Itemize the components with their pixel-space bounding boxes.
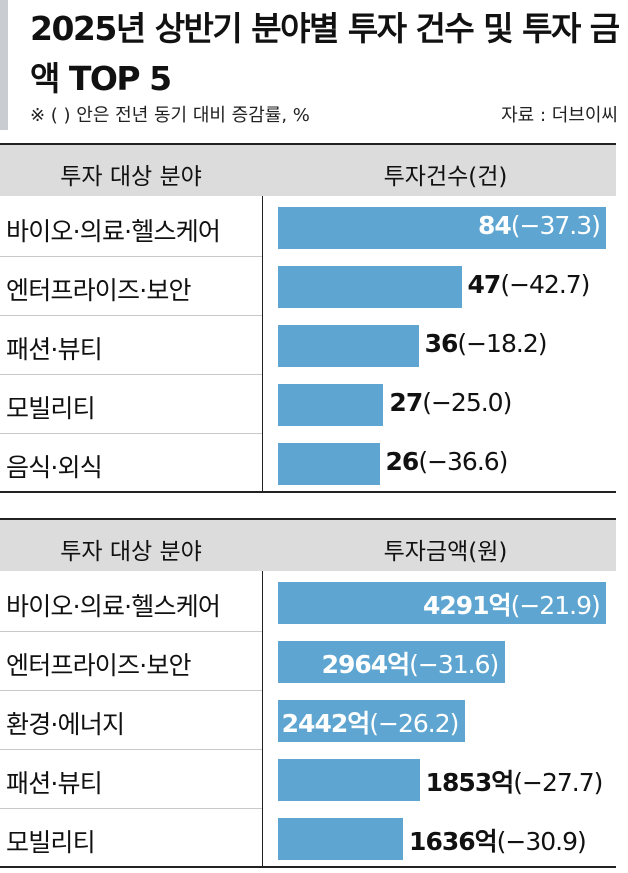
count-row: 바이오·의료·헬스케어 84(−37.3) <box>0 198 616 257</box>
amount-value-unit: 억 <box>387 650 410 679</box>
amount-change-label: (−26.2) <box>369 709 459 738</box>
count-bar <box>278 443 380 485</box>
amount-bar <box>278 759 420 801</box>
amount-row: 모빌리티 1636억(−30.9) <box>0 809 616 868</box>
investment-amount-chart: 투자 대상 분야 투자금액(원) 바이오·의료·헬스케어 4291억(−21.9)… <box>0 518 616 868</box>
count-bar <box>278 384 384 426</box>
amount-change-label: (−27.7) <box>513 768 603 797</box>
count-change-label: (−42.7) <box>500 270 590 299</box>
amount-category-label: 모빌리티 <box>6 828 96 857</box>
amount-change-label: (−30.9) <box>496 827 587 856</box>
amount-category-label: 엔터프라이즈·보안 <box>6 651 192 680</box>
count-column-divider <box>262 196 263 491</box>
amount-value-unit: 억 <box>491 768 514 797</box>
amount-row: 환경·에너지 2442억(−26.2) <box>0 691 616 750</box>
amount-bar <box>278 700 465 742</box>
count-value-label: 27(−25.0) <box>389 388 512 417</box>
amount-row: 바이오·의료·헬스케어 4291억(−21.9) <box>0 573 616 632</box>
amount-value-label: 1853억(−27.7) <box>425 763 604 799</box>
chart-source: 자료 : 더브이씨 <box>501 105 618 126</box>
count-value-label: 84(−37.3) <box>478 211 601 240</box>
count-row-separator <box>0 315 262 316</box>
amount-value-unit: 억 <box>347 709 370 738</box>
count-category-label: 모빌리티 <box>6 394 96 423</box>
count-category-label: 바이오·의료·헬스케어 <box>6 217 221 246</box>
count-category-label: 음식·외식 <box>6 453 103 482</box>
amount-value-number: 2442 <box>281 709 349 738</box>
amount-bar <box>278 582 606 624</box>
count-change-label: (−18.2) <box>457 329 547 358</box>
count-change-label: (−37.3) <box>510 211 601 240</box>
amount-column-divider <box>262 571 263 866</box>
amount-value-label: 2442억(−26.2) <box>281 704 460 740</box>
chart-title: 2025년 상반기 분야별 투자 건수 및 투자 금액 TOP 5 <box>30 9 620 98</box>
amount-row-separator <box>0 690 262 691</box>
amount-table-header: 투자 대상 분야 투자금액(원) <box>0 518 616 571</box>
count-value-number: 26 <box>385 447 420 476</box>
count-value-label: 47(−42.7) <box>467 270 591 299</box>
count-header-value: 투자건수(건) <box>383 164 508 190</box>
amount-bar <box>278 641 505 683</box>
count-value-number: 36 <box>424 329 459 358</box>
count-bar <box>278 207 606 249</box>
count-category-label: 엔터프라이즈·보안 <box>6 276 192 305</box>
count-value-number: 27 <box>389 388 423 417</box>
amount-row-separator <box>0 749 262 750</box>
chart-note: ※ ( ) 안은 전년 동기 대비 증감률, % <box>30 105 310 126</box>
amount-bottom-rule <box>0 866 616 868</box>
amount-value-label: 4291억(−21.9) <box>423 586 601 622</box>
amount-value-number: 2964 <box>321 650 389 679</box>
count-change-label: (−25.0) <box>422 388 512 417</box>
count-value-number: 47 <box>467 270 502 299</box>
count-change-label: (−36.6) <box>418 447 508 476</box>
count-row: 음식·외식 26(−36.6) <box>0 434 616 493</box>
count-row-separator <box>0 256 262 257</box>
count-table-header: 투자 대상 분야 투자건수(건) <box>0 143 616 196</box>
amount-value-label: 1636억(−30.9) <box>409 822 587 858</box>
count-bar <box>278 266 462 308</box>
count-row: 엔터프라이즈·보안 47(−42.7) <box>0 257 616 316</box>
investment-count-chart: 투자 대상 분야 투자건수(건) 바이오·의료·헬스케어 84(−37.3) 엔터프… <box>0 143 616 493</box>
amount-category-label: 바이오·의료·헬스케어 <box>6 592 221 621</box>
count-row-separator <box>0 433 262 434</box>
title-accent-bar <box>0 0 8 130</box>
count-category-label: 패션·뷰티 <box>6 335 103 364</box>
amount-change-label: (−31.6) <box>409 650 499 679</box>
count-value-label: 36(−18.2) <box>424 329 548 358</box>
amount-value-label: 2964억(−31.6) <box>321 645 500 681</box>
amount-row: 패션·뷰티 1853억(−27.7) <box>0 750 616 809</box>
amount-value-unit: 억 <box>488 591 512 620</box>
count-bottom-rule <box>0 491 616 493</box>
count-header-category: 투자 대상 분야 <box>60 164 202 190</box>
amount-bar <box>278 818 404 860</box>
amount-change-label: (−21.9) <box>510 591 601 620</box>
count-value-number: 84 <box>478 211 512 240</box>
amount-row-separator <box>0 631 262 632</box>
amount-value-number: 4291 <box>423 591 490 620</box>
count-value-label: 26(−36.6) <box>385 447 509 476</box>
amount-value-number: 1636 <box>409 827 476 856</box>
amount-header-category: 투자 대상 분야 <box>60 539 202 565</box>
amount-value-unit: 억 <box>474 827 498 856</box>
amount-header-value: 투자금액(원) <box>383 539 508 565</box>
count-row: 모빌리티 27(−25.0) <box>0 375 616 434</box>
amount-row: 엔터프라이즈·보안 2964억(−31.6) <box>0 632 616 691</box>
amount-category-label: 환경·에너지 <box>6 710 125 739</box>
count-row: 패션·뷰티 36(−18.2) <box>0 316 616 375</box>
amount-row-separator <box>0 808 262 809</box>
count-row-separator <box>0 374 262 375</box>
amount-category-label: 패션·뷰티 <box>6 769 103 798</box>
count-bar <box>278 325 419 367</box>
amount-value-number: 1853 <box>425 768 493 797</box>
